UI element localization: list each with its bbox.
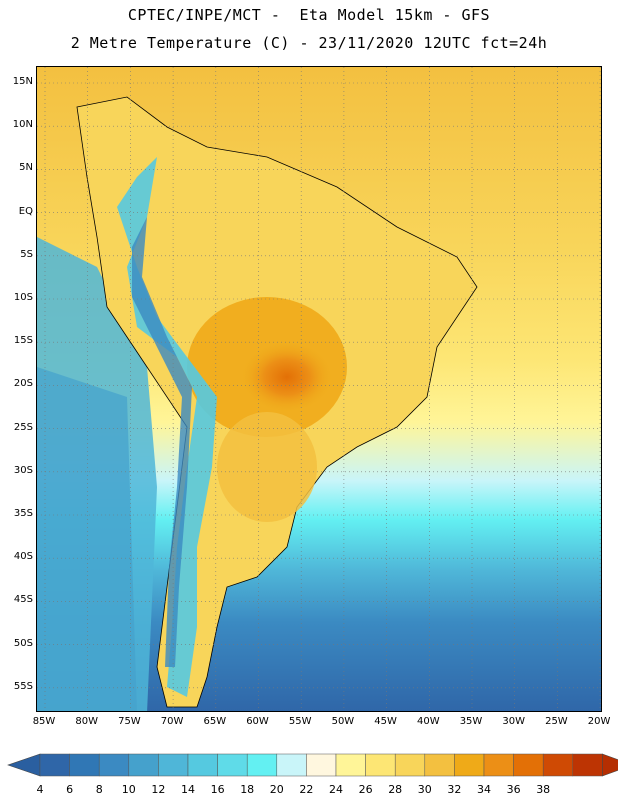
lat-tick-label: 10S [13, 292, 33, 303]
map-title: CPTEC/INPE/MCT - Eta Model 15km - GFS [127, 6, 491, 24]
lon-tick-label: 75W [118, 716, 141, 727]
lon-tick-label: 40W [416, 716, 440, 727]
colorbar-swatch [572, 753, 603, 777]
lon-tick-label: 60W [246, 716, 269, 727]
map-subtitle: 2 Metre Temperature (C) - 23/11/2020 12U… [70, 34, 548, 52]
lon-tick-label: 25W [545, 716, 568, 727]
lat-tick-label: 15S [13, 335, 33, 347]
colorbar-tick-label: 30 [417, 783, 432, 796]
lat-tick-label: 45S [13, 594, 33, 606]
lat-tick-label: 35S [13, 508, 33, 519]
colorbar-swatch [276, 753, 307, 777]
lon-tick-label: 20W [587, 716, 611, 727]
lon-tick-label: 80W [75, 716, 98, 727]
lat-tick-label: 10N [12, 119, 33, 131]
colorbar-tick-label: 18 [240, 783, 255, 796]
lat-tick-label: 55S [13, 680, 33, 692]
lat-tick-label: 30S [13, 464, 33, 476]
colorbar-tick-label: 22 [299, 783, 314, 796]
lon-tick-label: 50W [331, 716, 355, 727]
colorbar-tick-label: 6 [66, 783, 74, 796]
colorbar-low-arrow [7, 753, 41, 777]
colorbar-tick-label: 10 [121, 783, 136, 796]
colorbar-tick-label: 28 [388, 783, 403, 796]
colorbar-swatch [39, 753, 70, 777]
hot-core-field [242, 342, 332, 412]
pacific-colder-field [37, 367, 137, 711]
temperature-map [36, 66, 602, 712]
lon-tick-label: 65W [203, 716, 227, 727]
colorbar-swatch [98, 753, 130, 777]
lat-tick-label: 25S [13, 421, 33, 433]
colorbar-swatch [394, 753, 426, 777]
lon-tick-label: 70W [160, 716, 184, 727]
colorbar-swatch [158, 753, 189, 777]
lon-tick-label: 85W [32, 716, 56, 727]
colorbar-tick-label: 8 [95, 783, 103, 796]
colorbar-swatch [69, 753, 100, 777]
lon-tick-label: 30W [502, 716, 525, 727]
colorbar-swatch [483, 753, 514, 777]
colorbar [7, 753, 618, 777]
lat-tick-label: 5N [19, 162, 33, 174]
colorbar-tick-label: 12 [151, 783, 166, 796]
colorbar-swatch [306, 753, 337, 777]
colorbar-swatch [542, 753, 574, 777]
map-canvas [37, 67, 601, 711]
argentina-warm-field [217, 412, 317, 522]
colorbar-tick-label: 38 [536, 783, 551, 796]
colorbar-swatch [187, 753, 218, 777]
lat-tick-label: 40S [13, 551, 33, 563]
lat-tick-label: 20S [13, 378, 33, 390]
lon-tick-label: 35W [459, 716, 483, 727]
colorbar-tick-label: 36 [506, 783, 521, 796]
colorbar-tick-label: 16 [210, 783, 225, 796]
colorbar-swatch [454, 753, 485, 777]
lat-tick-label: 15N [12, 76, 33, 87]
colorbar-swatch [217, 753, 248, 777]
andes-peak-field [132, 217, 192, 667]
colorbar-tick-label: 32 [447, 783, 462, 796]
colorbar-tick-label: 26 [358, 783, 373, 796]
lon-tick-label: 45W [374, 716, 397, 727]
lat-tick-label: 50S [13, 637, 33, 649]
colorbar-swatch [424, 753, 455, 777]
colorbar-tick-label: 14 [181, 783, 195, 796]
colorbar-tick-label: 34 [477, 783, 491, 796]
colorbar-tick-label: 20 [269, 783, 284, 796]
colorbar-swatch [365, 753, 396, 777]
colorbar-swatch [246, 753, 278, 777]
colorbar-high-arrow [602, 753, 618, 777]
colorbar-swatch [513, 753, 544, 777]
colorbar-tick-label: 24 [329, 783, 343, 796]
lat-tick-label: EQ [18, 205, 33, 217]
colorbar-swatch [128, 753, 159, 777]
colorbar-tick-label: 4 [36, 783, 44, 796]
lat-tick-label: 5S [20, 248, 33, 260]
colorbar-swatch [335, 753, 366, 777]
lon-tick-label: 55W [288, 716, 312, 727]
